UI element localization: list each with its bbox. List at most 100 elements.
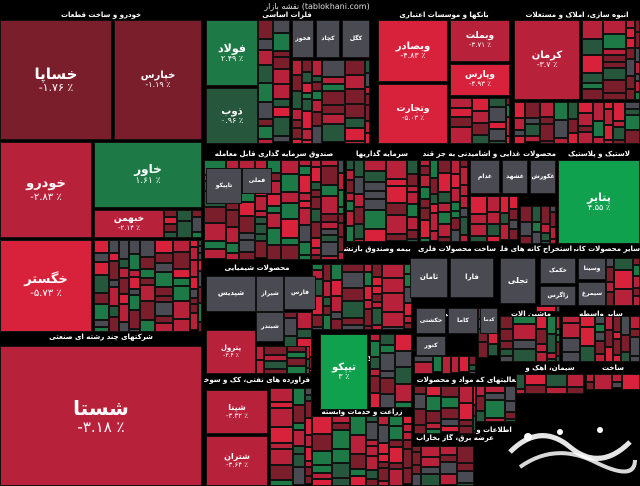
minor-stock-tile[interactable] [312,91,322,100]
minor-stock-tile[interactable] [441,386,459,397]
minor-stock-tile[interactable] [380,378,395,394]
minor-stock-tile[interactable] [520,236,532,244]
minor-stock-tile[interactable] [273,57,290,69]
minor-stock-tile[interactable] [281,203,299,219]
minor-stock-tile[interactable] [489,141,506,144]
minor-stock-tile[interactable] [500,316,513,329]
minor-stock-tile[interactable] [420,238,430,242]
minor-stock-tile[interactable] [459,386,473,403]
minor-stock-tile[interactable] [414,362,433,374]
minor-stock-tile[interactable] [312,327,323,330]
minor-stock-tile[interactable] [430,231,438,241]
stock-tile[interactable]: وتجارت -۵.۰۳ ٪ [378,84,448,144]
minor-stock-tile[interactable] [473,405,476,416]
minor-stock-tile[interactable] [513,316,536,324]
minor-stock-tile[interactable] [331,312,342,319]
minor-stock-tile[interactable] [556,316,560,329]
minor-stock-tile[interactable] [382,293,404,312]
stock-tile[interactable]: تیپکو ۳ ٪ [320,334,368,410]
stock-tile[interactable]: غشهد [502,160,528,194]
minor-stock-tile[interactable] [370,357,380,369]
minor-stock-tile[interactable] [270,402,293,408]
minor-stock-tile[interactable] [556,342,560,356]
minor-stock-tile[interactable] [258,119,273,126]
minor-stock-tile[interactable] [155,296,173,302]
minor-stock-tile[interactable] [407,160,418,174]
minor-stock-tile[interactable] [299,175,311,193]
stock-tile[interactable]: غکورش [530,160,556,194]
minor-stock-tile[interactable] [554,138,568,144]
minor-stock-tile[interactable] [457,446,474,463]
minor-stock-tile[interactable] [284,318,297,336]
minor-stock-tile[interactable] [198,240,202,246]
minor-stock-tile[interactable] [500,196,509,213]
minor-stock-tile[interactable] [395,334,412,351]
minor-stock-tile[interactable] [625,102,640,109]
minor-stock-tile[interactable] [451,230,460,242]
minor-stock-tile[interactable] [299,208,311,225]
minor-stock-tile[interactable] [321,229,338,235]
minor-stock-tile[interactable] [395,351,412,367]
minor-stock-tile[interactable] [614,289,633,306]
minor-stock-tile[interactable] [190,298,198,304]
minor-stock-tile[interactable] [630,329,640,337]
minor-stock-tile[interactable] [450,127,472,144]
minor-stock-tile[interactable] [489,98,506,107]
minor-stock-tile[interactable] [364,191,386,199]
minor-stock-tile[interactable] [451,160,460,174]
minor-stock-tile[interactable] [164,232,177,238]
minor-stock-tile[interactable] [342,301,364,318]
minor-stock-tile[interactable] [500,356,513,362]
minor-stock-tile[interactable] [506,98,510,105]
stock-tile[interactable]: فولاد ۲.۴۹ ٪ [206,20,258,86]
minor-stock-tile[interactable] [382,312,404,327]
minor-stock-tile[interactable] [426,411,441,423]
minor-stock-tile[interactable] [580,346,595,362]
minor-stock-tile[interactable] [460,217,468,235]
minor-stock-tile[interactable] [198,287,202,303]
minor-stock-tile[interactable] [258,126,273,139]
minor-stock-tile[interactable] [270,480,293,486]
minor-stock-tile[interactable] [485,393,505,400]
minor-stock-tile[interactable] [321,222,338,229]
minor-stock-tile[interactable] [412,474,421,486]
minor-stock-tile[interactable] [204,249,226,259]
minor-stock-tile[interactable] [255,217,267,224]
minor-stock-tile[interactable] [541,224,550,233]
minor-stock-tile[interactable] [350,416,366,435]
minor-stock-tile[interactable] [487,224,500,236]
minor-stock-tile[interactable] [322,77,345,84]
minor-stock-tile[interactable] [350,454,366,469]
minor-stock-tile[interactable] [604,102,613,109]
minor-stock-tile[interactable] [273,99,290,107]
minor-stock-tile[interactable] [354,239,364,242]
minor-stock-tile[interactable] [306,359,310,368]
minor-stock-tile[interactable] [258,139,273,144]
minor-stock-tile[interactable] [332,430,350,449]
minor-stock-tile[interactable] [438,237,451,242]
minor-stock-tile[interactable] [332,449,350,463]
minor-stock-tile[interactable] [190,247,198,260]
minor-stock-tile[interactable] [342,318,364,325]
minor-stock-tile[interactable] [305,418,312,435]
minor-stock-tile[interactable] [312,126,322,144]
minor-stock-tile[interactable] [613,355,621,362]
minor-stock-tile[interactable] [302,99,312,111]
minor-stock-tile[interactable] [119,259,129,268]
minor-stock-tile[interactable] [321,160,338,166]
minor-stock-tile[interactable] [311,209,321,222]
minor-stock-tile[interactable] [451,218,460,230]
minor-stock-tile[interactable] [226,243,239,253]
minor-stock-tile[interactable] [403,424,412,432]
stock-tile[interactable]: خکمک [540,258,576,284]
minor-stock-tile[interactable] [372,308,382,325]
minor-stock-tile[interactable] [364,264,372,272]
minor-stock-tile[interactable] [177,221,192,238]
minor-stock-tile[interactable] [293,467,305,485]
minor-stock-tile[interactable] [556,306,560,312]
minor-stock-tile[interactable] [331,280,342,296]
minor-stock-tile[interactable] [342,288,364,301]
minor-stock-tile[interactable] [346,211,354,226]
minor-stock-tile[interactable] [606,258,614,267]
minor-stock-tile[interactable] [633,288,640,296]
